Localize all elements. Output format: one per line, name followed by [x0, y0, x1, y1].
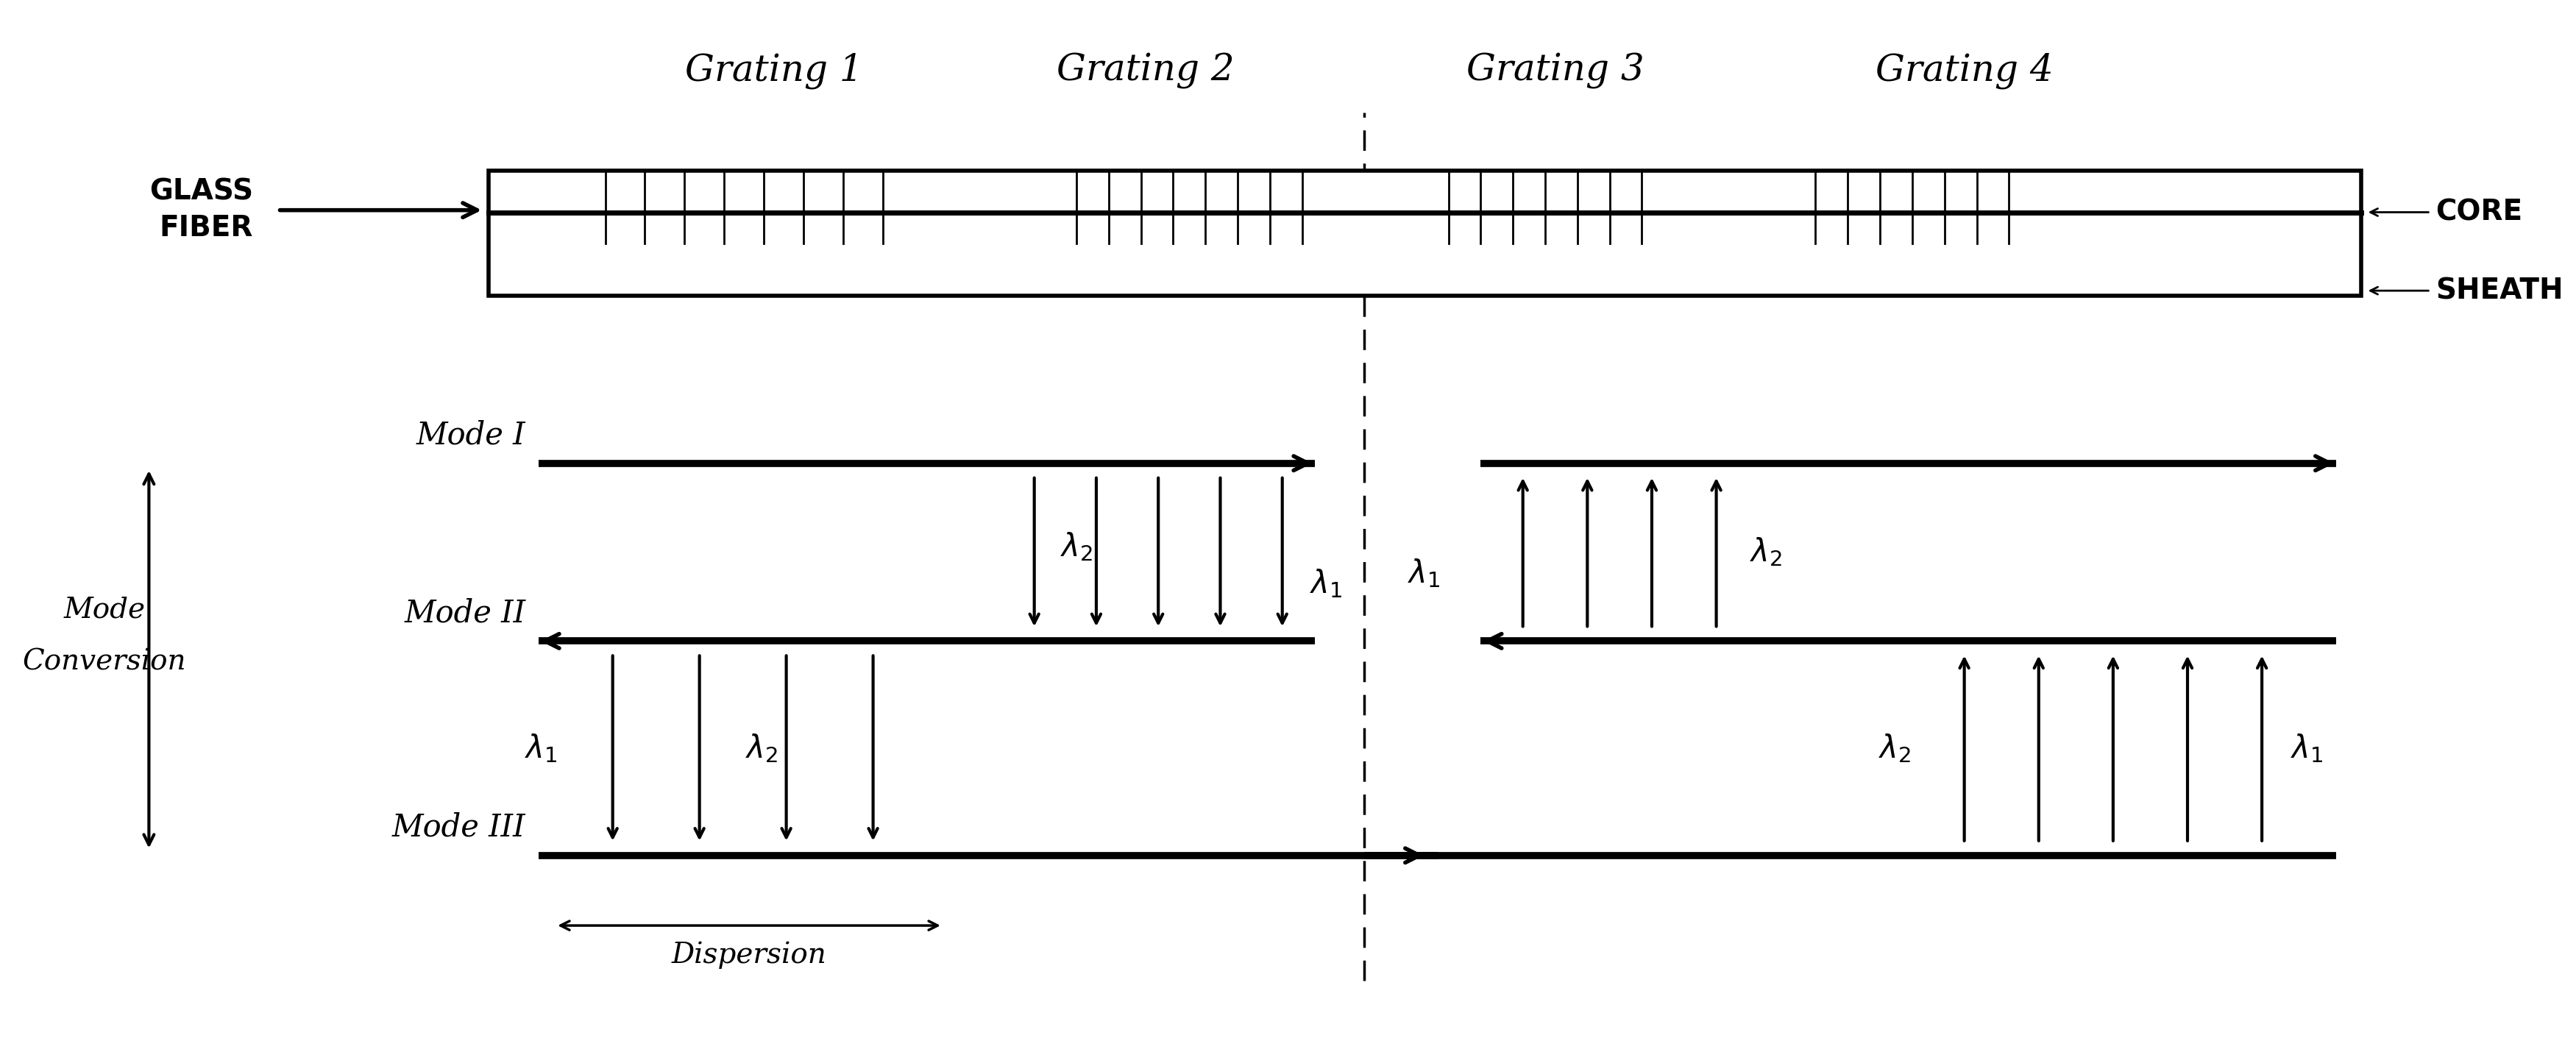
Text: $\lambda_1$: $\lambda_1$: [1406, 557, 1440, 589]
Text: Conversion: Conversion: [23, 648, 185, 675]
Bar: [489, 170, 2362, 296]
Text: Grating 3: Grating 3: [1466, 53, 1643, 89]
Text: Dispersion: Dispersion: [672, 940, 827, 969]
Text: Mode III: Mode III: [392, 812, 526, 843]
Text: $\lambda_2$: $\lambda_2$: [1878, 732, 1911, 765]
Text: Mode: Mode: [64, 596, 144, 623]
Text: Grating 4: Grating 4: [1875, 53, 2053, 89]
Text: GLASS: GLASS: [149, 178, 252, 205]
Text: $\lambda_2$: $\lambda_2$: [1749, 537, 1783, 568]
Text: Mode II: Mode II: [404, 598, 526, 628]
Text: $\lambda_2$: $\lambda_2$: [744, 732, 778, 765]
Text: FIBER: FIBER: [160, 214, 252, 242]
Text: $\lambda_1$: $\lambda_1$: [526, 732, 556, 765]
Text: SHEATH: SHEATH: [2434, 277, 2563, 305]
Text: $\lambda_1$: $\lambda_1$: [1309, 567, 1342, 600]
Text: Mode I: Mode I: [417, 420, 526, 450]
Text: CORE: CORE: [2434, 198, 2522, 226]
Text: Grating 1: Grating 1: [685, 53, 863, 89]
Text: $\lambda_2$: $\lambda_2$: [1061, 531, 1092, 563]
Text: Grating 2: Grating 2: [1056, 53, 1234, 89]
Text: $\lambda_1$: $\lambda_1$: [2290, 732, 2324, 765]
